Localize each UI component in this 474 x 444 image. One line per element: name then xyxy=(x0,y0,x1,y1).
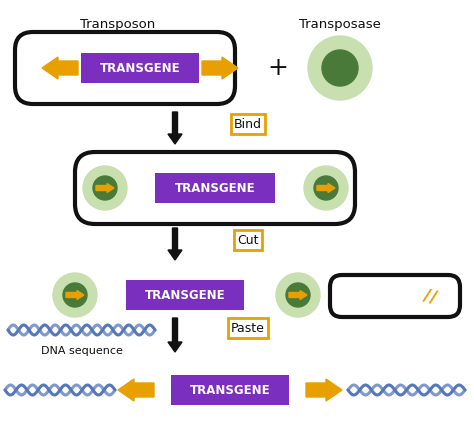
Text: Paste: Paste xyxy=(231,321,265,334)
Circle shape xyxy=(314,176,338,200)
FancyArrow shape xyxy=(96,183,114,193)
Text: Transposon: Transposon xyxy=(81,18,155,31)
Text: TRANSGENE: TRANSGENE xyxy=(175,182,255,194)
Text: TRANSGENE: TRANSGENE xyxy=(145,289,225,301)
FancyBboxPatch shape xyxy=(81,53,199,83)
FancyArrow shape xyxy=(66,290,84,300)
Circle shape xyxy=(304,166,348,210)
FancyArrow shape xyxy=(118,379,154,401)
Text: +: + xyxy=(267,56,289,80)
Circle shape xyxy=(53,273,97,317)
FancyArrow shape xyxy=(168,318,182,352)
Text: Cut: Cut xyxy=(237,234,259,246)
FancyArrow shape xyxy=(42,57,78,79)
FancyArrow shape xyxy=(202,57,238,79)
Circle shape xyxy=(276,273,320,317)
Circle shape xyxy=(63,283,87,307)
FancyBboxPatch shape xyxy=(330,275,460,317)
FancyBboxPatch shape xyxy=(155,173,275,203)
Text: TRANSGENE: TRANSGENE xyxy=(190,384,270,396)
Text: TRANSGENE: TRANSGENE xyxy=(100,62,180,75)
Circle shape xyxy=(286,283,310,307)
Text: //: // xyxy=(421,285,439,306)
FancyArrow shape xyxy=(168,228,182,260)
Text: DNA sequence: DNA sequence xyxy=(41,346,123,356)
FancyArrow shape xyxy=(317,183,335,193)
Circle shape xyxy=(83,166,127,210)
Text: Bind: Bind xyxy=(234,118,262,131)
FancyBboxPatch shape xyxy=(75,152,355,224)
FancyArrow shape xyxy=(289,290,307,300)
FancyBboxPatch shape xyxy=(15,32,235,104)
Circle shape xyxy=(322,50,358,86)
FancyArrow shape xyxy=(306,379,342,401)
FancyBboxPatch shape xyxy=(171,375,289,405)
FancyBboxPatch shape xyxy=(126,280,244,310)
FancyArrow shape xyxy=(168,112,182,144)
Circle shape xyxy=(93,176,117,200)
Circle shape xyxy=(308,36,372,100)
Text: Transposase: Transposase xyxy=(299,18,381,31)
